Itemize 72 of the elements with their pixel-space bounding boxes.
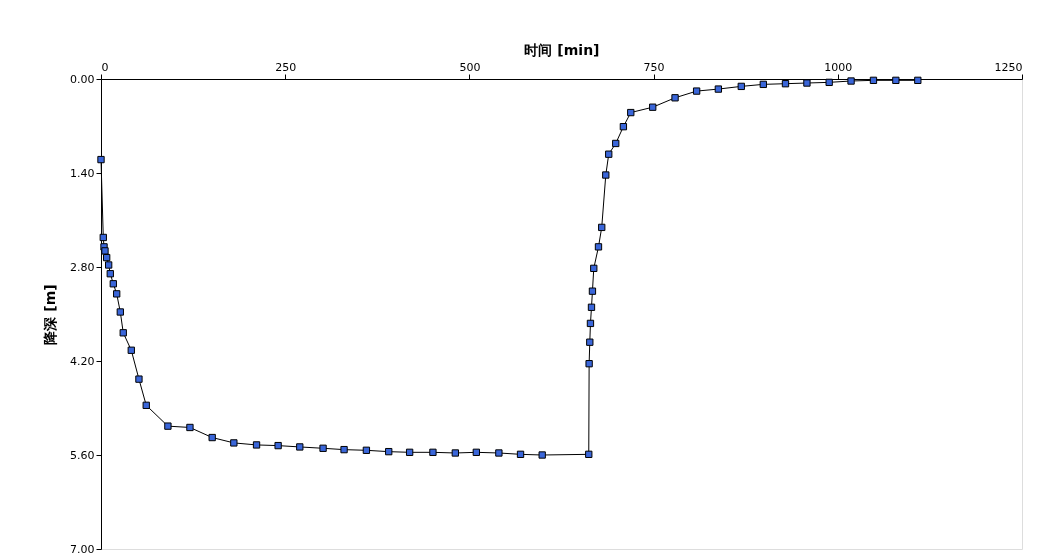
point [649, 103, 657, 111]
point [587, 303, 596, 311]
point [103, 253, 111, 262]
point [585, 360, 593, 368]
x-tick-label: 0 [101, 60, 109, 74]
point [385, 447, 393, 456]
point [516, 450, 525, 458]
point [590, 264, 598, 273]
point [101, 247, 109, 255]
point [274, 441, 282, 450]
point [869, 76, 878, 85]
point [340, 445, 348, 454]
point [252, 441, 261, 449]
x-tick-label: 1250 [994, 60, 1023, 74]
point [142, 401, 150, 409]
y-axis-title: 降深 [m] [42, 284, 59, 345]
point [847, 77, 855, 85]
point [588, 287, 597, 295]
point [97, 155, 105, 164]
point [319, 444, 327, 452]
point [472, 448, 480, 456]
point [109, 280, 117, 288]
point [612, 139, 620, 148]
point [714, 85, 723, 93]
x-tick-label: 1000 [824, 60, 853, 74]
point [113, 290, 121, 298]
point [825, 78, 833, 87]
point [186, 423, 194, 432]
point [892, 76, 900, 85]
point [594, 243, 603, 251]
point [585, 450, 593, 458]
point [208, 433, 216, 442]
y-tick-label: 0.00 [70, 72, 95, 86]
y-tick-label: 1.40 [70, 166, 95, 180]
point [230, 439, 238, 447]
point [116, 308, 124, 316]
point [692, 87, 701, 95]
point [737, 82, 745, 91]
point [429, 448, 437, 456]
point [627, 108, 635, 117]
point [538, 451, 546, 459]
point [127, 346, 135, 354]
x-tick-label: 750 [643, 60, 665, 74]
point [671, 94, 679, 102]
point [99, 233, 107, 242]
point [362, 446, 371, 454]
point [605, 150, 613, 158]
point [781, 80, 790, 88]
point [405, 448, 414, 456]
point [598, 223, 606, 232]
point [451, 449, 459, 457]
point [914, 76, 922, 85]
x-axis-title: 时间 [min] [524, 41, 600, 58]
point [602, 171, 610, 179]
x-tick-label: 250 [275, 60, 297, 74]
y-tick-label: 5.60 [70, 448, 95, 462]
point [586, 338, 594, 346]
point [803, 79, 811, 87]
x-tick-label: 500 [459, 60, 481, 74]
y-tick-label: 4.20 [70, 354, 95, 368]
point [106, 270, 114, 278]
point [105, 261, 113, 269]
point [759, 80, 767, 89]
y-tick-label: 2.80 [70, 260, 95, 274]
y-tick-label: 7.00 [70, 542, 95, 556]
point [586, 319, 595, 328]
point [135, 375, 143, 383]
point [495, 449, 503, 457]
point [164, 422, 172, 430]
point [296, 443, 304, 451]
point [619, 123, 628, 131]
point [119, 329, 127, 337]
